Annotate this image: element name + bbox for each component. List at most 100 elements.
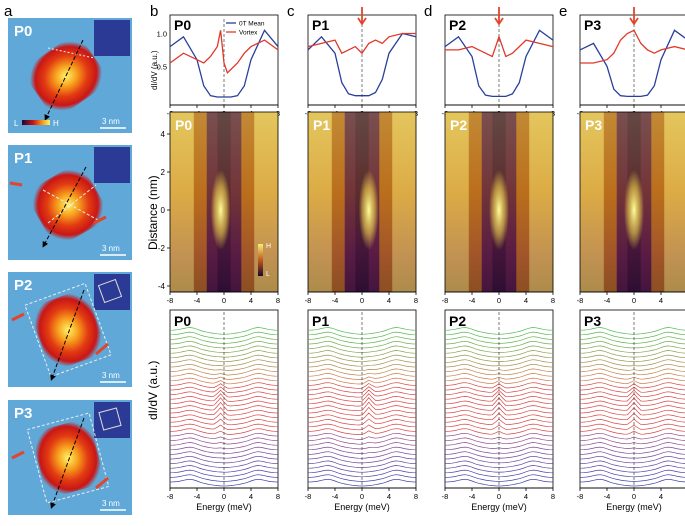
mid-y-tick: 0 <box>161 206 166 215</box>
x-axis-label: Energy (meV) <box>471 502 527 512</box>
waterfall-spectrum <box>444 377 554 384</box>
waterfall-spectrum <box>307 401 417 412</box>
colormap-label: P0 <box>175 117 192 133</box>
colormap-label: P2 <box>450 117 467 133</box>
waterfall-spectrum <box>169 412 279 421</box>
waterfall-spectrum <box>579 340 685 349</box>
x-tick-label: -8 <box>167 296 174 305</box>
mid-y-tick: -4 <box>158 282 166 291</box>
mid-y-tick: 4 <box>161 130 166 139</box>
x-tick-label: -4 <box>332 296 339 305</box>
x-tick-label: -8 <box>442 492 449 501</box>
series-line-vortex <box>169 30 279 74</box>
x-axis-label: Energy (meV) <box>334 502 390 512</box>
x-tick-label: -8 <box>442 296 449 305</box>
x-tick-label: 0 <box>497 296 501 305</box>
waterfall-spectrum <box>579 386 685 393</box>
peak-arrow <box>494 7 504 26</box>
waterfall-spectrum <box>169 363 279 371</box>
mid-y-tick: 2 <box>161 168 166 177</box>
waterfall-spectrum <box>169 478 279 487</box>
series-line-0t-mean <box>169 29 279 98</box>
waterfall-spectrum <box>307 368 417 376</box>
waterfall-label: P3 <box>584 313 601 329</box>
series-line-vortex <box>445 34 554 58</box>
waterfall-spectrum <box>307 469 417 478</box>
map-p0-legend-high: H <box>53 119 59 128</box>
x-tick-label: -4 <box>194 492 201 501</box>
waterfall-spectrum <box>169 474 279 482</box>
waterfall-spectrum <box>444 389 554 398</box>
top-y-tick: 1.0 <box>157 30 167 39</box>
x-tick-label: 8 <box>551 296 555 305</box>
panel-letter-e: e <box>559 3 567 20</box>
waterfall-spectrum <box>307 363 417 372</box>
peak-arrow <box>357 7 367 26</box>
map-p0: P0 L H 3 nm <box>8 18 132 133</box>
waterfall-spectrum <box>579 465 685 473</box>
map-p1-label: P1 <box>14 150 32 167</box>
waterfall-spectrum <box>307 393 417 402</box>
waterfall-spectrum <box>579 407 685 416</box>
mid-ylabel: Distance (nm) <box>146 175 160 250</box>
map-p3: P3 3 nm <box>8 400 132 515</box>
mid-y-tick: -2 <box>158 244 166 253</box>
top-panel-label: P2 <box>449 17 466 33</box>
x-tick-label: 8 <box>414 492 418 501</box>
map-p3-label: P3 <box>14 405 32 422</box>
waterfall-spectrum <box>307 359 417 367</box>
waterfall-spectrum <box>307 354 417 363</box>
waterfall-spectrum <box>579 469 685 478</box>
waterfall-spectrum <box>579 336 685 344</box>
x-tick-label: -8 <box>167 492 174 501</box>
waterfall-spectrum <box>169 354 279 362</box>
x-tick-label: 0 <box>360 296 364 305</box>
top-y-tick: 0.5 <box>157 62 167 71</box>
colorbar <box>258 244 263 276</box>
x-tick-label: -8 <box>305 296 312 305</box>
x-tick-label: 0 <box>222 492 226 501</box>
map-p2: P2 3 nm <box>8 272 132 387</box>
x-tick-label: -8 <box>577 296 584 305</box>
top-panel-label: P0 <box>174 17 191 33</box>
panel-letter-d: d <box>424 3 432 20</box>
x-tick-label: 0 <box>497 492 501 501</box>
waterfall-spectrum <box>579 331 685 340</box>
panel-letter-b: b <box>150 3 158 20</box>
x-tick-label: -4 <box>469 492 476 501</box>
x-tick-label: 8 <box>276 296 280 305</box>
waterfall-spectrum <box>579 412 685 421</box>
waterfall-spectrum <box>579 418 685 425</box>
colormap-label: P3 <box>585 117 602 133</box>
panel-letter-a: a <box>4 3 13 20</box>
x-tick-label: 0 <box>632 492 636 501</box>
legend-entry: 0T Mean <box>239 21 265 28</box>
map-p0-label: P0 <box>14 23 32 40</box>
waterfall-spectrum <box>307 474 417 482</box>
map-p0-scale: 3 nm <box>102 117 120 126</box>
waterfall-label: P0 <box>174 313 191 329</box>
vortex-bound-state-spot <box>624 170 644 250</box>
x-tick-label: 0 <box>360 492 364 501</box>
waterfall-spectrum <box>579 455 685 464</box>
map-p2-scale: 3 nm <box>102 371 120 380</box>
series-line-vortex <box>580 29 685 64</box>
map-p1: P1 3 nm <box>8 145 132 260</box>
waterfall-spectrum <box>169 401 279 411</box>
waterfall-spectrum <box>444 469 554 478</box>
waterfall-spectrum <box>444 359 554 367</box>
x-tick-label: -8 <box>305 492 312 501</box>
colorbar-low: L <box>266 271 270 278</box>
x-tick-label: 4 <box>524 296 528 305</box>
series-line-0t-mean <box>307 32 417 97</box>
map-p3-scale: 3 nm <box>102 499 120 508</box>
x-tick-label: 4 <box>659 296 663 305</box>
waterfall-spectrum <box>579 478 685 487</box>
waterfall-spectrum <box>307 389 417 398</box>
waterfall-spectrum <box>444 354 554 362</box>
x-tick-label: 8 <box>414 296 418 305</box>
x-tick-label: 4 <box>659 492 663 501</box>
series-line-0t-mean <box>579 29 685 98</box>
